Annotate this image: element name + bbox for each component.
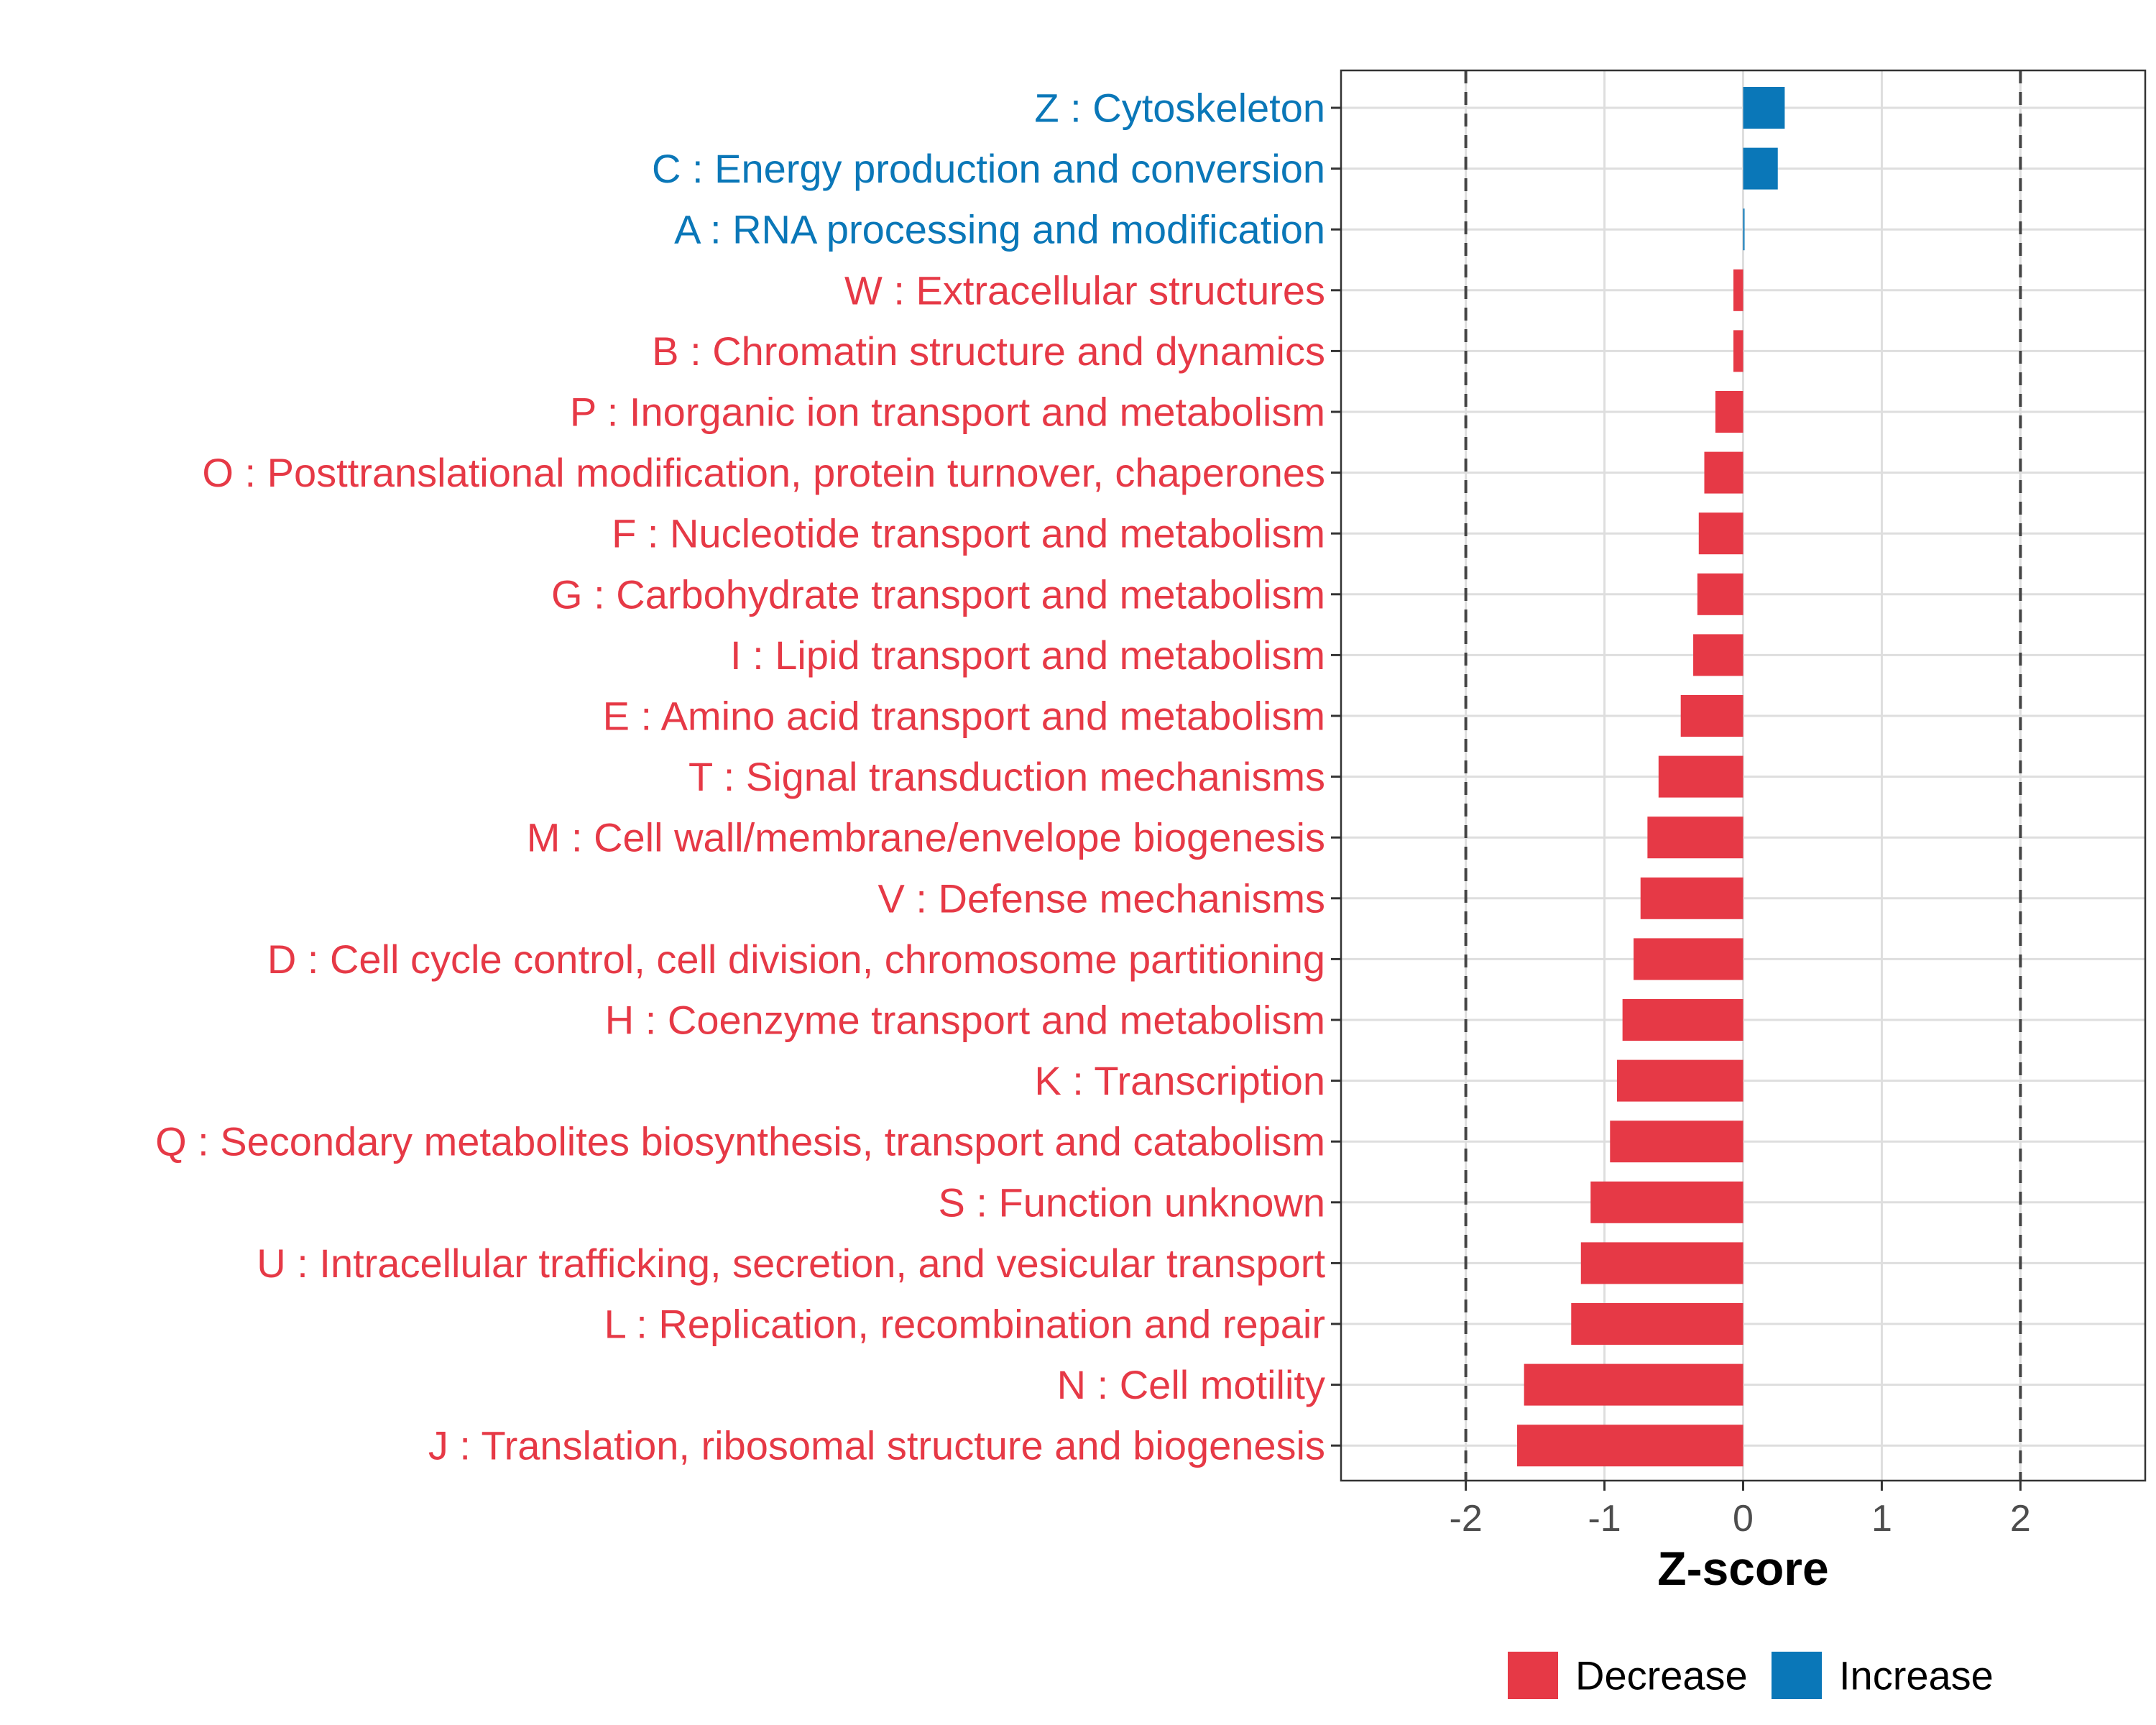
y-axis-category-labels: Z : Cytoskeleton C : Energy production an… [155, 86, 1325, 1468]
category-label: F : Nucleotide transport and metabolism [612, 511, 1325, 556]
bar [1640, 877, 1743, 919]
bar [1658, 755, 1743, 798]
bar [1622, 999, 1743, 1041]
bar [1634, 938, 1743, 980]
category-label: W : Extracellular structures [844, 267, 1325, 313]
x-axis-ticks [1465, 1481, 2022, 1491]
category-label: E : Amino acid transport and metabolism [603, 694, 1325, 739]
bar [1590, 1181, 1743, 1223]
bar [1647, 816, 1743, 859]
category-label: O : Posttranslational modification, prot… [202, 450, 1325, 495]
category-label: Q : Secondary metabolites biosynthesis, … [155, 1119, 1325, 1164]
bar [1616, 1059, 1743, 1102]
legend-key-decrease [1508, 1652, 1558, 1699]
category-label: D : Cell cycle control, cell division, c… [267, 937, 1325, 982]
category-label: I : Lipid transport and metabolism [730, 632, 1325, 678]
x-tick-label: -2 [1450, 1498, 1483, 1540]
bar [1524, 1363, 1743, 1406]
category-label: V : Defense mechanisms [878, 875, 1325, 921]
category-label: K : Transcription [1034, 1058, 1325, 1103]
bar [1693, 634, 1743, 676]
x-tick-label: 2 [2010, 1498, 2031, 1540]
category-label: C : Energy production and conversion [652, 146, 1325, 191]
category-label: M : Cell wall/membrane/envelope biogenes… [527, 815, 1325, 860]
bar [1743, 87, 1785, 129]
legend-label-decrease: Decrease [1575, 1653, 1748, 1698]
bar [1697, 573, 1743, 615]
bar-series [1517, 87, 1785, 1467]
bar [1715, 391, 1743, 433]
bar [1704, 451, 1743, 494]
x-axis-title: Z-score [1657, 1542, 1828, 1595]
category-label: T : Signal transduction mechanisms [688, 754, 1325, 799]
bar [1571, 1303, 1743, 1345]
bar [1743, 208, 1745, 251]
category-label: U : Intracellular trafficking, secretion… [257, 1241, 1325, 1286]
category-label: P : Inorganic ion transport and metaboli… [570, 390, 1325, 435]
x-tick-label: 1 [1871, 1498, 1892, 1540]
x-tick-label: 0 [1733, 1498, 1754, 1540]
category-label: B : Chromatin structure and dynamics [652, 328, 1325, 374]
category-label: N : Cell motility [1057, 1362, 1325, 1407]
category-label: G : Carbohydrate transport and metabolis… [551, 571, 1325, 617]
y-axis-ticks [1331, 106, 1341, 1447]
bar [1733, 330, 1743, 372]
category-label: Z : Cytoskeleton [1034, 86, 1325, 131]
legend-label-increase: Increase [1839, 1653, 1994, 1698]
x-tick-label: -1 [1588, 1498, 1621, 1540]
legend-key-increase [1772, 1652, 1822, 1699]
category-label: A : RNA processing and modification [674, 207, 1325, 252]
bar [1733, 269, 1743, 311]
category-label: L : Replication, recombination and repai… [604, 1302, 1325, 1347]
reference-lines [1464, 70, 2022, 1481]
bar [1580, 1242, 1743, 1284]
category-label: H : Coenzyme transport and metabolism [605, 998, 1325, 1043]
category-label: S : Function unknown [938, 1179, 1325, 1225]
bar [1517, 1425, 1743, 1467]
bar [1610, 1121, 1743, 1163]
legend: Decrease Increase [1508, 1652, 1994, 1699]
bar [1743, 147, 1778, 190]
bar [1698, 512, 1743, 555]
x-axis-tick-labels: -2 -1 0 1 2 [1450, 1498, 2031, 1540]
bar [1680, 695, 1743, 737]
category-label: J : Translation, ribosomal structure and… [428, 1423, 1325, 1468]
